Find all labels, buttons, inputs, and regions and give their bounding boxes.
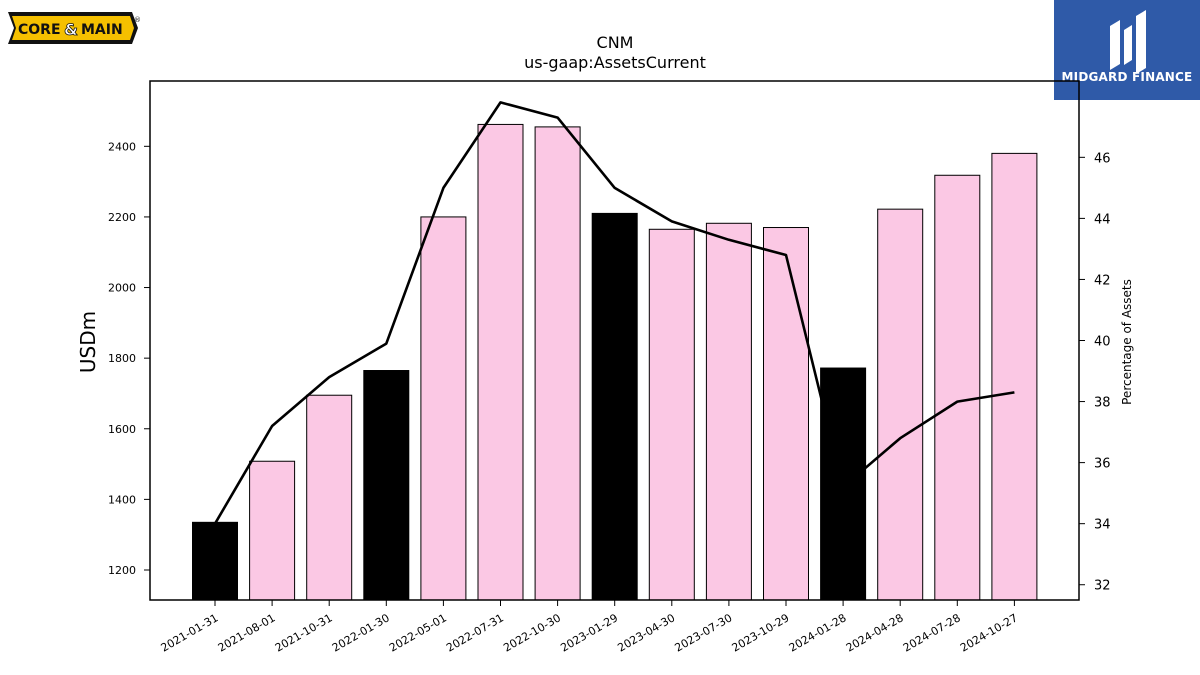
y2-tick-label: 36 xyxy=(1094,457,1111,472)
y-tick-label: 2400 xyxy=(108,140,136,153)
x-tick-label: 2021-10-31 xyxy=(273,611,335,654)
bar-2021-10-31 xyxy=(306,394,353,601)
bar-2021-01-31 xyxy=(192,521,238,601)
x-tick-label: 2023-07-30 xyxy=(673,611,735,654)
bar-2022-05-01 xyxy=(420,216,467,601)
midgard-finance-text: MIDGARD FINANCE xyxy=(1061,70,1193,84)
bar-2023-01-29 xyxy=(591,212,638,601)
y2-tick-label: 44 xyxy=(1094,212,1111,227)
logo-text-core: CORE xyxy=(18,22,61,38)
bar-2023-07-30 xyxy=(705,222,752,601)
y-tick-label: 1200 xyxy=(108,564,136,577)
logo-text-main: MAIN xyxy=(81,22,123,38)
x-tick-label: 2024-04-28 xyxy=(844,611,906,654)
y2-axis-label: Percentage of Assets xyxy=(1120,279,1134,405)
midgard-emblem-icon xyxy=(1110,10,1146,74)
y-tick-label: 1400 xyxy=(108,493,136,506)
bar-2022-10-30 xyxy=(534,126,581,601)
bar-2023-04-30 xyxy=(648,228,695,601)
bar-2022-07-31 xyxy=(477,123,524,601)
bar-2024-10-27 xyxy=(991,152,1038,601)
logo-registered-mark: ® xyxy=(134,16,141,24)
y2-tick-label: 34 xyxy=(1094,518,1111,533)
bar-2024-04-28 xyxy=(877,208,924,601)
x-tick-label: 2022-01-30 xyxy=(330,611,392,654)
y-tick-label: 2200 xyxy=(108,211,136,224)
x-tick-label: 2022-05-01 xyxy=(387,611,449,654)
x-tick-label: 2024-07-28 xyxy=(901,611,963,654)
x-tick-label: 2023-01-29 xyxy=(558,611,620,654)
bar-2024-07-28 xyxy=(934,174,981,601)
y-tick-label: 1800 xyxy=(108,352,136,365)
y2-tick-label: 46 xyxy=(1094,151,1111,166)
x-tick-label: 2022-07-31 xyxy=(444,611,506,654)
y-axis-label: USDm xyxy=(76,311,100,373)
percentage-line xyxy=(213,101,1015,525)
x-tick-label: 2024-01-28 xyxy=(787,611,849,654)
core-and-main-logo: CORE & MAIN ® xyxy=(6,6,142,50)
x-tick-label: 2023-10-29 xyxy=(730,611,792,654)
y-tick-label: 1600 xyxy=(108,423,136,436)
y2-tick-label: 40 xyxy=(1094,335,1111,350)
y2-tick-label: 38 xyxy=(1094,396,1111,411)
y2-tick-label: 32 xyxy=(1094,579,1111,594)
bar-2021-08-01 xyxy=(249,460,296,601)
bar-2023-10-29 xyxy=(763,227,809,601)
chart-subtitle: us-gaap:AssetsCurrent xyxy=(524,53,706,72)
y2-tick-label: 42 xyxy=(1094,273,1111,288)
chart-title: CNM xyxy=(597,33,634,52)
x-tick-label: 2021-08-01 xyxy=(216,611,278,654)
x-tick-label: 2023-04-30 xyxy=(615,611,677,654)
x-tick-label: 2021-01-31 xyxy=(159,611,221,654)
logo-text-amp: & xyxy=(64,20,78,39)
x-tick-label: 2022-10-30 xyxy=(501,611,563,654)
y-tick-label: 2000 xyxy=(108,282,136,295)
x-tick-label: 2024-10-27 xyxy=(958,611,1020,654)
bar-2022-01-30 xyxy=(363,370,410,601)
